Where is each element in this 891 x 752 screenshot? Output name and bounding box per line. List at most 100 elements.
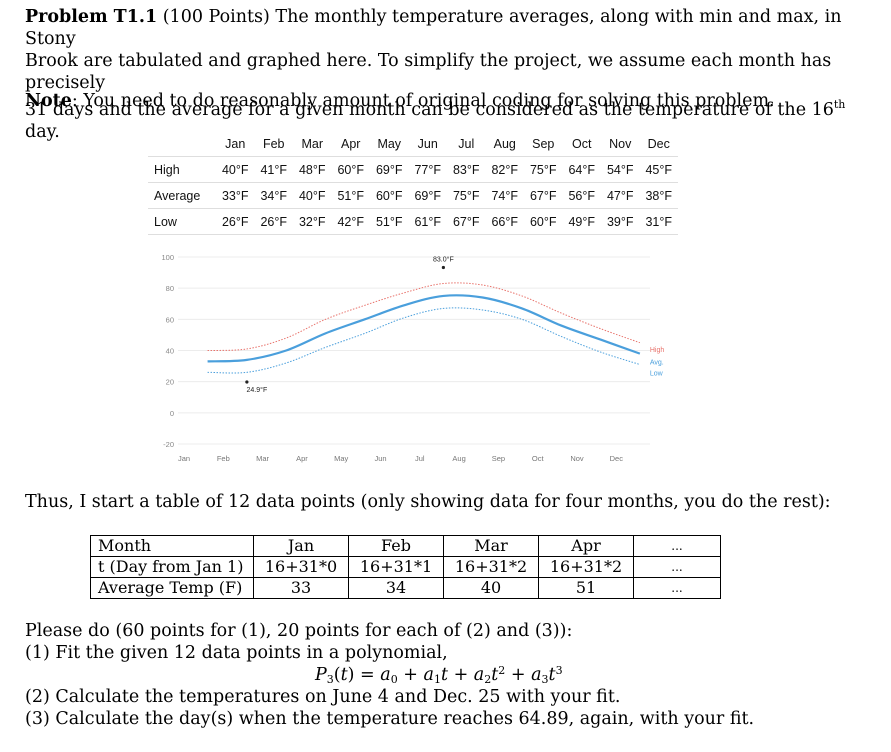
data-cell: 34 bbox=[348, 577, 444, 599]
temp-cell: 60°F bbox=[331, 156, 370, 183]
temp-row-label: High bbox=[148, 156, 216, 183]
x-tick-label: Jan bbox=[178, 454, 190, 463]
data-cell-more: ... bbox=[633, 577, 721, 599]
month-header-aug: Aug bbox=[493, 137, 516, 151]
temp-row-high: High 40°F 41°F 48°F 60°F 69°F 77°F 83°F 82°F 75°F… bbox=[148, 156, 678, 183]
x-tick-label: May bbox=[334, 454, 348, 463]
chart-annotations: 83.0°F 24.9°F bbox=[245, 255, 454, 394]
temp-table-body: High 40°F 41°F 48°F 60°F 69°F 77°F 83°F 82°F 75°F… bbox=[148, 156, 678, 235]
chart-legend: High Avg. Low bbox=[650, 347, 665, 377]
temperature-line-chart: 100 80 60 40 20 0 -20 Jan Feb Mar Apr May Jun Jul Aug… bbox=[161, 253, 665, 463]
temp-cell: 40°F bbox=[216, 156, 255, 183]
data-cell: Jan bbox=[253, 535, 349, 557]
y-tick-label: 80 bbox=[166, 284, 174, 293]
temp-cell: 66°F bbox=[485, 208, 524, 235]
temp-row-low: Low 26°F 26°F 32°F 42°F 51°F 61°F 67°F 66°F 60°F 4… bbox=[148, 208, 678, 235]
month-header-mar: Mar bbox=[301, 137, 324, 151]
polynomial-equation: P3(t) = a0 + a1t + a2t2 + a3t3 bbox=[315, 664, 563, 686]
temp-cell: 67°F bbox=[524, 182, 563, 209]
note: Note: You need to do reasonably amount o… bbox=[25, 90, 775, 112]
task-list: Please do (60 points for (1), 20 points … bbox=[25, 620, 875, 730]
month-header-jun: Jun bbox=[417, 137, 438, 151]
x-axis-labels: Jan Feb Mar Apr May Jun Jul Aug Sep Oct Nov Dec bbox=[178, 454, 623, 463]
x-tick-label: Dec bbox=[610, 454, 624, 463]
annotation-marker bbox=[245, 380, 249, 384]
y-tick-label: 40 bbox=[166, 347, 174, 356]
x-tick-label: Apr bbox=[296, 454, 308, 463]
temp-cell: 61°F bbox=[408, 208, 447, 235]
data-points-body: Month Jan Feb Mar Apr... t (Day from Jan 1) 16… bbox=[90, 535, 721, 599]
x-tick-label: Jun bbox=[374, 454, 386, 463]
temp-cell: 45°F bbox=[639, 156, 678, 183]
legend-label: Avg. bbox=[650, 359, 664, 366]
month-header-jan: Jan bbox=[225, 137, 246, 151]
problem-line-1: Problem T1.1 (100 Points) The monthly te… bbox=[25, 6, 875, 50]
x-tick-label: Jul bbox=[415, 454, 425, 463]
problem-id: Problem T1.1 bbox=[25, 7, 158, 27]
temp-cell: 39°F bbox=[601, 208, 640, 235]
y-tick-label: 60 bbox=[166, 315, 174, 324]
temp-cell: 51°F bbox=[331, 182, 370, 209]
data-cell: 51 bbox=[538, 577, 634, 599]
month-header-jul: Jul bbox=[458, 137, 475, 151]
monthly-temperature-table: Jan Feb Mar Apr May Jun Jul Aug Sep Oct Nov Dec Hig… bbox=[148, 132, 678, 235]
temp-row-label: Low bbox=[148, 208, 216, 235]
task-item-3: (3) Calculate the day(s) when the temper… bbox=[25, 709, 755, 729]
temp-cell: 82°F bbox=[485, 156, 524, 183]
data-cell: 40 bbox=[443, 577, 539, 599]
problem-line-2: Brook are tabulated and graphed here. To… bbox=[25, 51, 832, 93]
temp-cell: 67°F bbox=[447, 208, 486, 235]
chart-grid bbox=[178, 256, 650, 445]
data-cell: Feb bbox=[348, 535, 444, 557]
ordinal-suffix: th bbox=[833, 98, 846, 111]
data-points-table: Month Jan Feb Mar Apr... t (Day from Jan 1) 16… bbox=[90, 535, 721, 599]
note-label: Note bbox=[25, 91, 72, 111]
y-tick-label: 20 bbox=[166, 378, 174, 387]
data-cell: 16+31*0 bbox=[253, 556, 349, 578]
problem-text-1: The monthly temperature averages, along … bbox=[25, 7, 842, 49]
note-text: : You need to do reasonably amount of or… bbox=[71, 91, 775, 111]
task-intro: Please do (60 points for (1), 20 points … bbox=[25, 621, 573, 641]
y-tick-label: 100 bbox=[161, 253, 174, 262]
x-tick-label: Oct bbox=[532, 454, 545, 463]
month-header-may: May bbox=[377, 137, 402, 151]
series-line-high bbox=[207, 282, 641, 351]
annotation-label: 24.9°F bbox=[247, 386, 268, 394]
temp-cell: 75°F bbox=[524, 156, 563, 183]
data-row-label: Month bbox=[90, 535, 254, 557]
problem-points: (100 Points) bbox=[162, 7, 270, 27]
month-header-oct: Oct bbox=[572, 137, 592, 151]
series-line-low bbox=[207, 307, 641, 374]
data-cell: 16+31*2 bbox=[538, 556, 634, 578]
temp-cell: 41°F bbox=[254, 156, 293, 183]
temp-cell: 54°F bbox=[601, 156, 640, 183]
temp-row-average: Average 33°F 34°F 40°F 51°F 60°F 69°F 75°F 74°F 6… bbox=[148, 182, 678, 209]
temp-cell: 48°F bbox=[293, 156, 332, 183]
x-tick-label: Sep bbox=[492, 454, 505, 463]
temp-cell: 31°F bbox=[639, 208, 678, 235]
temp-cell: 60°F bbox=[370, 182, 409, 209]
temp-cell: 33°F bbox=[216, 182, 255, 209]
x-tick-label: Nov bbox=[570, 454, 584, 463]
chart-series bbox=[207, 282, 641, 374]
temp-cell: 26°F bbox=[254, 208, 293, 235]
month-header-apr: Apr bbox=[341, 137, 361, 151]
temp-cell: 69°F bbox=[408, 182, 447, 209]
temp-cell: 69°F bbox=[370, 156, 409, 183]
data-row-label: t (Day from Jan 1) bbox=[90, 556, 254, 578]
month-header-sep: Sep bbox=[532, 137, 555, 151]
annotation-label: 83.0°F bbox=[433, 255, 454, 263]
temp-cell: 47°F bbox=[601, 182, 640, 209]
temp-cell: 42°F bbox=[331, 208, 370, 235]
temp-cell: 83°F bbox=[447, 156, 486, 183]
data-cell: Apr bbox=[538, 535, 634, 557]
temp-cell: 60°F bbox=[524, 208, 563, 235]
problem-line-3: 31 days and the average for a given mont… bbox=[25, 94, 875, 143]
y-tick-label: 0 bbox=[170, 409, 174, 418]
series-line-avg bbox=[207, 294, 641, 363]
temp-cell: 74°F bbox=[485, 182, 524, 209]
temp-cell: 77°F bbox=[408, 156, 447, 183]
temp-cell: 34°F bbox=[254, 182, 293, 209]
y-tick-label: -20 bbox=[163, 440, 174, 449]
task-item-2: (2) Calculate the temperatures on June 4… bbox=[25, 687, 621, 707]
